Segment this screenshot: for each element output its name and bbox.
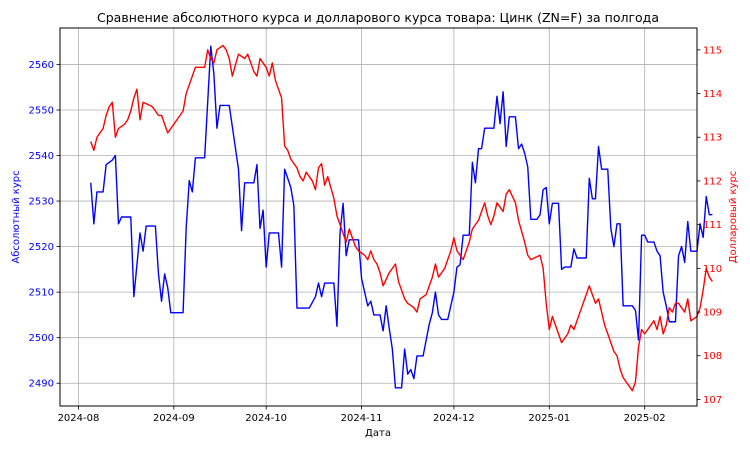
x-tick-label: 2024-10 [245,413,287,424]
x-axis: 2024-08 2024-09 2024-10 2024-11 2024-12 2025-… [58,406,666,424]
left-tick-label: 2500 [29,333,54,344]
right-tick-label: 109 [703,308,722,319]
left-y-axis: 2490 2500 2510 2520 2530 2540 2550 2560 [29,60,60,390]
left-tick-label: 2540 [29,151,54,162]
right-tick-label: 110 [703,264,722,275]
dollar-price-line [90,44,713,392]
x-tick-label: 2024-09 [153,413,195,424]
x-tick-label: 2024-11 [341,413,383,424]
left-tick-label: 2520 [29,242,54,253]
left-tick-label: 2550 [29,105,54,116]
right-tick-label: 113 [703,133,722,144]
x-tick-label: 2024-12 [433,413,475,424]
chart-title: Сравнение абсолютного курса и долларовог… [97,10,659,25]
plot-frame [59,27,698,407]
x-tick-label: 2024-08 [58,413,100,424]
left-tick-label: 2510 [29,288,54,299]
x-axis-label: Дата [365,428,391,439]
grid [60,28,697,406]
x-tick-label: 2025-01 [528,413,570,424]
right-tick-label: 108 [703,351,722,362]
left-tick-label: 2490 [29,379,54,390]
right-tick-label: 107 [703,395,722,406]
left-y-axis-label: Абсолютный курс [11,170,22,263]
left-tick-label: 2530 [29,197,54,208]
x-tick-label: 2025-02 [624,413,666,424]
right-y-axis-label: Долларовый курс [728,171,739,264]
right-tick-label: 111 [703,220,722,231]
series-lines [90,44,713,392]
right-tick-label: 112 [703,176,722,187]
right-tick-label: 115 [703,45,722,56]
right-y-axis: 107 108 109 110 111 112 113 114 115 [697,45,722,406]
left-tick-label: 2560 [29,60,54,71]
absolute-price-line [90,45,713,389]
right-tick-label: 114 [703,89,722,100]
